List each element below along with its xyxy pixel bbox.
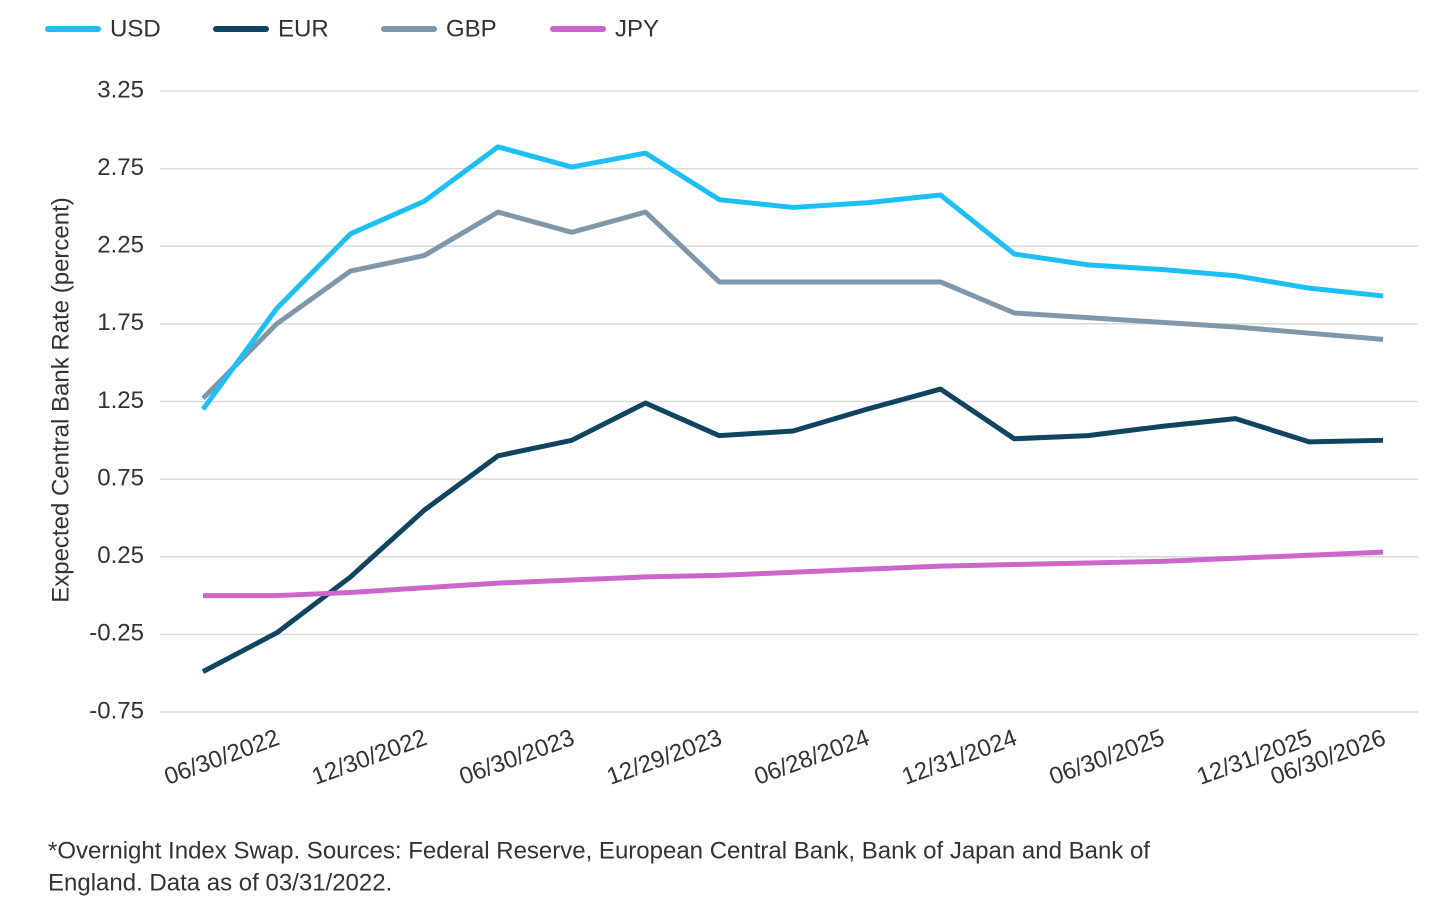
series-line xyxy=(201,209,1384,401)
legend-label: USD xyxy=(110,15,161,42)
x-tick-label: 06/30/2023 xyxy=(456,724,578,790)
y-tick-label: -0.25 xyxy=(89,620,144,647)
legend-label: EUR xyxy=(278,15,329,42)
y-tick-label: 0.25 xyxy=(97,542,144,569)
y-tick-label: 2.75 xyxy=(97,154,144,181)
y-tick-label: 0.75 xyxy=(97,464,144,491)
x-tick-label: 12/29/2023 xyxy=(603,724,725,790)
footnote: *Overnight Index Swap. Sources: Federal … xyxy=(48,837,1150,864)
x-tick-label: 12/31/2024 xyxy=(898,724,1020,790)
y-tick-label: 1.25 xyxy=(97,387,144,414)
series-line xyxy=(200,144,1384,411)
y-tick-label: 3.25 xyxy=(97,76,144,103)
x-tick-label: 06/28/2024 xyxy=(751,724,873,790)
y-tick-label: 1.75 xyxy=(97,309,144,336)
x-tick-label: 06/30/2022 xyxy=(161,724,283,790)
x-tick-label: 06/30/2025 xyxy=(1046,724,1168,790)
y-tick-label: 2.25 xyxy=(97,232,144,259)
y-tick-label: -0.75 xyxy=(89,697,144,724)
footnote: England. Data as of 03/31/2022. xyxy=(48,869,392,896)
series-line xyxy=(203,549,1384,599)
series-line xyxy=(201,386,1384,674)
x-tick-label: 12/30/2022 xyxy=(308,724,430,790)
legend-label: JPY xyxy=(615,15,659,42)
legend-label: GBP xyxy=(446,15,497,42)
y-axis-label: Expected Central Bank Rate (percent) xyxy=(47,197,74,603)
